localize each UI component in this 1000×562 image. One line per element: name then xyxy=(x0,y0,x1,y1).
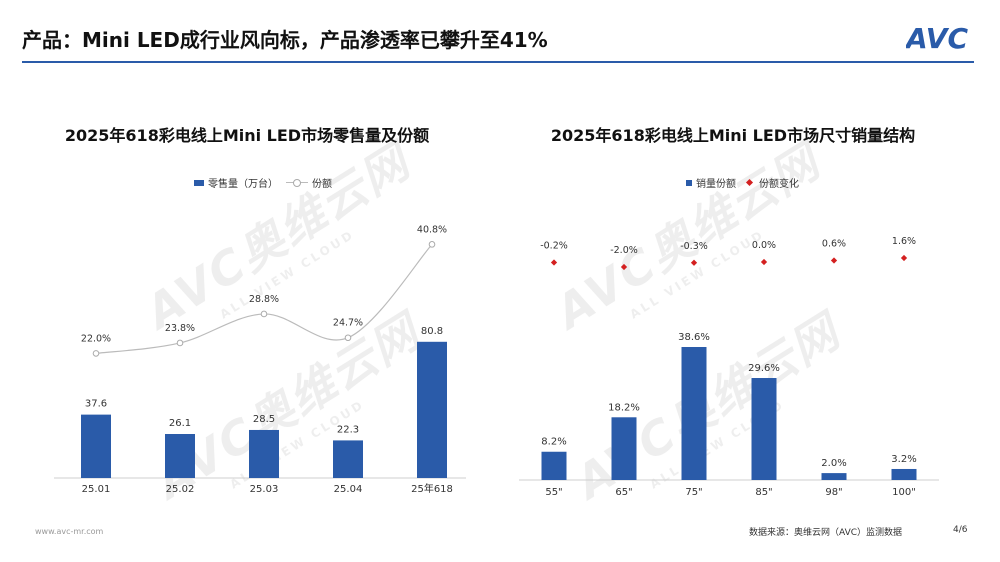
legend-label: 份额 xyxy=(312,179,332,190)
avc-logo: AVC xyxy=(906,22,968,52)
x-tick-label: 25.03 xyxy=(250,484,279,495)
change-diamond xyxy=(830,257,838,264)
share-point xyxy=(176,339,184,347)
bar-data-label: 37.6 xyxy=(85,399,107,410)
share-data-label: 28.8% xyxy=(249,294,279,305)
change-data-label: 1.6% xyxy=(892,236,916,247)
header-divider xyxy=(22,61,974,63)
share-data-label: 22.0% xyxy=(81,333,111,344)
legend-line-swatch xyxy=(286,178,308,187)
change-data-label: 0.0% xyxy=(752,240,776,251)
bar-data-label: 38.6% xyxy=(678,332,710,343)
legend-bar-swatch xyxy=(686,179,692,186)
change-data-label: -0.2% xyxy=(540,241,568,252)
change-diamond xyxy=(550,259,558,266)
page-number: 4/6 xyxy=(953,525,968,535)
bar-data-label: 22.3 xyxy=(337,424,359,435)
bar xyxy=(249,429,279,478)
bar-data-label: 80.8 xyxy=(421,326,443,337)
bar xyxy=(751,378,777,480)
chart-legend: 零售量（万台） 份额 xyxy=(194,175,332,190)
change-diamond xyxy=(690,259,698,266)
x-tick-label: 98" xyxy=(825,487,842,498)
chart-legend: 销量份额 份额变化 xyxy=(686,175,799,190)
bar xyxy=(417,341,447,478)
share-point xyxy=(92,350,100,357)
legend-label: 零售量（万台） xyxy=(208,179,278,190)
chart-plot-area: 37.6 25.01 26.1 25.02 28.5 25.03 22.3 25.04 80.8… xyxy=(54,224,466,495)
change-diamond xyxy=(620,263,628,271)
legend-label: 份额变化 xyxy=(759,179,799,190)
bar-data-label: 2.0% xyxy=(821,458,846,469)
x-tick-label: 75" xyxy=(685,487,702,498)
x-tick-label: 25.01 xyxy=(82,484,111,495)
bar xyxy=(611,417,637,480)
bar-data-label: 3.2% xyxy=(891,454,916,465)
chart-title: 2025年618彩电线上Mini LED市场零售量及份额 xyxy=(64,126,430,145)
x-tick-label: 25年618 xyxy=(411,482,453,495)
share-series-line xyxy=(95,243,433,354)
x-tick-label: 25.02 xyxy=(166,484,195,495)
share-data-label: 40.8% xyxy=(417,224,447,235)
footer-source: 数据来源：奥维云网（AVC）监测数据 xyxy=(749,528,903,538)
share-data-label: 23.8% xyxy=(165,323,195,334)
bar-data-label: 28.5 xyxy=(253,414,275,425)
bar-data-label: 8.2% xyxy=(541,437,566,448)
footer-url: www.avc-mr.com xyxy=(35,527,104,536)
page-title: 产品：Mini LED成行业风向标，产品渗透率已攀升至41% xyxy=(22,28,548,52)
change-data-label: -2.0% xyxy=(610,245,638,256)
x-tick-label: 25.04 xyxy=(334,484,363,495)
legend-item-share: 份额 xyxy=(286,175,332,190)
bar xyxy=(821,473,847,480)
share-point xyxy=(428,241,436,248)
bar xyxy=(165,434,195,478)
share-data-label: 24.7% xyxy=(333,318,363,329)
x-tick-label: 65" xyxy=(615,487,632,498)
bar-data-label: 29.6% xyxy=(748,363,780,374)
bar xyxy=(541,451,567,480)
share-point xyxy=(260,310,268,318)
legend-bar-swatch xyxy=(194,179,204,186)
bar xyxy=(891,468,917,480)
change-diamond xyxy=(760,258,768,266)
x-tick-label: 85" xyxy=(755,487,772,498)
share-point xyxy=(344,334,352,342)
legend-label: 销量份额 xyxy=(696,179,736,190)
bar-data-label: 18.2% xyxy=(608,402,640,413)
chart-title: 2025年618彩电线上Mini LED市场尺寸销量结构 xyxy=(550,126,916,145)
legend-item-share: 销量份额 xyxy=(686,175,736,190)
bar xyxy=(681,347,707,480)
bar-data-label: 26.1 xyxy=(169,418,191,429)
chart-plot-area: 8.2% 55" -0.2% 18.2% 65" -2.0% 38.6% 75" -0.3% 29… xyxy=(519,236,939,498)
change-data-label: -0.3% xyxy=(680,241,708,252)
size-structure-chart: 2025年618彩电线上Mini LED市场尺寸销量结构 销量份额 份额变化 8… xyxy=(508,110,958,510)
x-tick-label: 55" xyxy=(545,487,562,498)
x-tick-label: 100" xyxy=(892,487,916,498)
retail-volume-chart: 2025年618彩电线上Mini LED市场零售量及份额 零售量（万台） 份额 … xyxy=(22,110,472,510)
logo-text: AVC xyxy=(906,22,968,52)
bar xyxy=(81,414,111,478)
legend-item-volume: 零售量（万台） xyxy=(194,175,278,190)
legend-item-change: 份额变化 xyxy=(744,175,799,190)
change-data-label: 0.6% xyxy=(822,239,846,250)
change-diamond xyxy=(900,254,908,262)
bar xyxy=(333,440,363,478)
